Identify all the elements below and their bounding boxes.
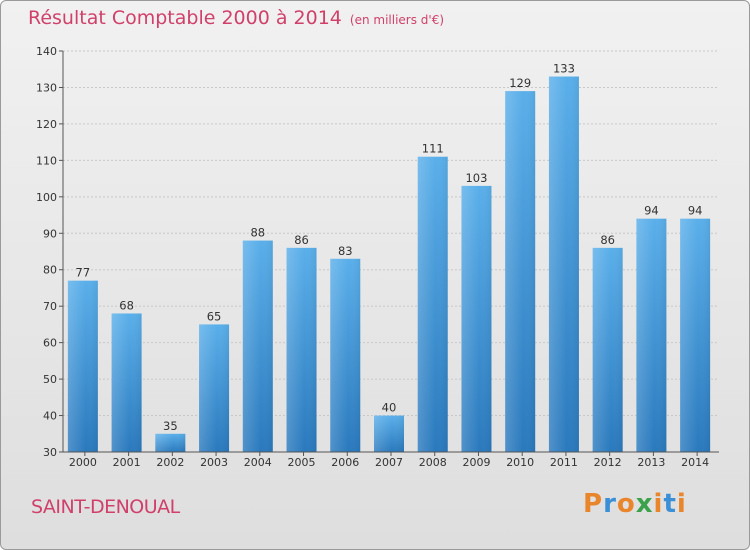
- bar-highlight: [242, 240, 273, 452]
- data-label: 133: [553, 62, 575, 76]
- x-tick-label: 2011: [550, 456, 578, 469]
- bar-highlight: [111, 313, 142, 452]
- data-label: 65: [207, 309, 222, 323]
- data-label: 111: [422, 142, 444, 156]
- logo-letter: i: [653, 489, 664, 519]
- chart-title-text: Résultat Comptable 2000 à 2014: [28, 7, 342, 29]
- x-tick-label: 2002: [156, 456, 184, 469]
- x-tick-label: 2000: [69, 456, 97, 469]
- logo-letter: P: [583, 489, 604, 519]
- x-tick-label: 2010: [506, 456, 534, 469]
- logo-letter: o: [616, 489, 636, 519]
- y-tick-label: 120: [36, 118, 57, 131]
- bar-highlight: [417, 156, 448, 452]
- y-tick-label: 30: [43, 446, 57, 459]
- bar-highlight: [67, 280, 98, 452]
- bar-highlight: [636, 218, 667, 452]
- y-tick-label: 50: [43, 373, 57, 386]
- logo-letter: i: [676, 489, 687, 519]
- data-label: 88: [250, 226, 265, 240]
- data-label: 94: [688, 204, 703, 218]
- data-label: 103: [465, 171, 487, 185]
- bar-highlight: [374, 415, 404, 452]
- logo-letter: t: [663, 489, 677, 519]
- x-tick-label: 2005: [288, 456, 316, 469]
- data-label: 129: [509, 76, 531, 90]
- x-tick-label: 2001: [113, 456, 141, 469]
- data-label: 94: [644, 204, 659, 218]
- y-tick-label: 70: [43, 300, 57, 313]
- y-tick-label: 140: [36, 45, 57, 58]
- y-tick-label: 100: [36, 191, 57, 204]
- data-label: 83: [338, 244, 353, 258]
- x-tick-label: 2003: [200, 456, 228, 469]
- data-label: 40: [382, 401, 397, 415]
- y-tick-label: 90: [43, 227, 57, 240]
- y-tick-label: 60: [43, 337, 57, 350]
- proxiti-logo: Proxiti: [583, 489, 687, 519]
- y-tick-label: 80: [43, 264, 57, 277]
- x-tick-label: 2014: [681, 456, 709, 469]
- logo-letter: r: [603, 489, 617, 519]
- x-tick-label: 2007: [375, 456, 403, 469]
- x-tick-label: 2013: [637, 456, 665, 469]
- x-tick-label: 2006: [331, 456, 359, 469]
- y-tick-label: 40: [43, 410, 57, 423]
- bar-highlight: [286, 247, 317, 452]
- x-tick-label: 2004: [244, 456, 272, 469]
- y-tick-label: 130: [36, 81, 57, 94]
- bar-highlight: [548, 76, 579, 452]
- data-label: 68: [119, 298, 134, 312]
- y-tick-label: 110: [36, 154, 57, 167]
- data-label: 86: [600, 233, 615, 247]
- logo-letter: x: [635, 489, 654, 519]
- bar-highlight: [199, 324, 230, 452]
- chart-title: Résultat Comptable 2000 à 2014 (en millie…: [28, 7, 444, 29]
- data-label: 35: [163, 419, 178, 433]
- bar-highlight: [505, 91, 536, 452]
- bar-highlight: [592, 247, 623, 452]
- chart-subtitle: (en milliers d'€): [349, 13, 445, 27]
- x-tick-label: 2009: [462, 456, 490, 469]
- bar-highlight: [155, 433, 186, 452]
- x-tick-label: 2012: [594, 456, 622, 469]
- data-label: 86: [294, 233, 309, 247]
- data-label: 77: [76, 266, 91, 280]
- bar-highlight: [680, 218, 711, 452]
- bar-highlight: [330, 258, 361, 452]
- x-tick-label: 2008: [419, 456, 447, 469]
- bar-highlight: [461, 185, 492, 452]
- commune-name: SAINT-DENOUAL: [31, 496, 180, 518]
